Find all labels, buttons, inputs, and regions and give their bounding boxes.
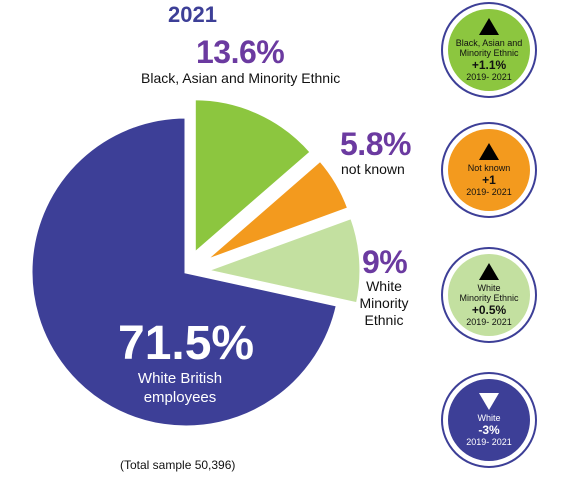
badge-bame: Black, Asian and Minority Ethnic +1.1% 2… [441,2,537,98]
badge-wme-period: 2019- 2021 [466,316,512,327]
badge-not-known-disc: Not known +1 2019- 2021 [448,129,530,211]
badge-bame-disc: Black, Asian and Minority Ethnic +1.1% 2… [448,9,530,91]
pie-slice-white-british-employees [29,115,340,429]
badge-not-known-change: +1 [482,172,496,187]
badge-bame-name-1: Black, Asian and [455,37,523,48]
badge-not-known-period: 2019- 2021 [466,186,512,197]
pie-slice-white-minority-ethnic [200,215,363,306]
wme-label-line1: White [366,278,402,294]
up-arrow-icon [479,142,499,160]
bame-percent-label: 13.6% [196,34,285,70]
badge-wme-name-1: White [477,282,501,293]
badge-not-known-name: Not known [467,162,511,173]
down-arrow-icon [479,392,499,410]
up-arrow-icon [479,262,499,280]
badge-bame-change: +1.1% [471,57,507,72]
not-known-percent-label: 5.8% [340,126,411,162]
wme-percent-label: 9% [362,244,408,280]
up-arrow-icon [479,17,499,35]
badge-bame-name-2: Minority Ethnic [459,47,519,58]
badge-wme-name-2: Minority Ethnic [459,292,519,303]
wbe-category-label: White British employees [130,369,230,407]
bame-category-label: Black, Asian and Minority Ethnic [141,70,341,86]
badge-white-period: 2019- 2021 [466,436,512,447]
badge-white-disc: White -3% 2019- 2021 [448,379,530,461]
not-known-category-label: not known [341,161,405,177]
badge-bame-period: 2019- 2021 [466,71,512,82]
badge-white-name: White [477,412,501,423]
wbe-label-line2: employees [143,389,217,406]
badge-wme: White Minority Ethnic +0.5% 2019- 2021 [441,247,537,343]
pie-slices [29,97,363,429]
badge-white-change: -3% [478,422,500,437]
wbe-label-line1: White British [137,370,223,387]
pie-slice-not-known [202,158,351,264]
badge-not-known: Not known +1 2019- 2021 [441,122,537,218]
chart-title: 2021 [168,2,217,27]
total-sample-note: (Total sample 50,396) [120,458,236,472]
wme-label-line3: Ethnic [364,312,404,328]
badge-wme-change: +0.5% [471,302,507,317]
wme-category-label: White Minority Ethnic [356,278,412,329]
badge-wme-disc: White Minority Ethnic +0.5% 2019- 2021 [448,254,530,336]
pie-slice-black-asian-and-minority-ethnic [192,97,314,258]
badge-white: White -3% 2019- 2021 [441,372,537,468]
wbe-percent-label: 71.5% [118,317,255,370]
wme-label-line2: Minority [359,295,409,311]
